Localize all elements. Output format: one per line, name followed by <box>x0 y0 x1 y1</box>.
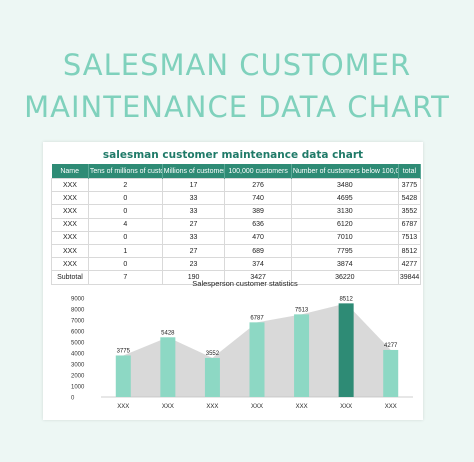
page-title: SALESMAN CUSTOMER MAINTENANCE DATA CHART <box>0 44 474 128</box>
table-body: XXX 2 17 276 3480 3775 XXX 0 33 740 4695 5428 XXX 0 33… <box>51 177 422 285</box>
x-tick-label: XXX <box>117 404 129 410</box>
subtotal-row: Subtotal 7 190 3427 36220 39844 <box>51 270 422 285</box>
x-tick-label: XXX <box>296 404 308 410</box>
column-header[interactable]: Number of customers below 100,000 <box>291 164 399 179</box>
bar[interactable] <box>115 355 131 397</box>
bar[interactable] <box>294 314 310 397</box>
bar[interactable] <box>160 337 176 397</box>
column-header[interactable]: Millions of customers <box>162 164 226 179</box>
table-cell[interactable]: 3427 <box>224 270 292 285</box>
bar[interactable] <box>204 357 220 397</box>
page-title-line-2: MAINTENANCE DATA CHART <box>24 90 450 124</box>
y-tick-label: 8000 <box>71 308 85 314</box>
table-row: XXX 0 23 374 3874 4277 <box>51 257 422 272</box>
table-cell[interactable]: 39844 <box>397 270 422 285</box>
data-label: 5428 <box>161 330 175 336</box>
column-header[interactable]: Tens of millions of customers <box>88 164 163 179</box>
column-header[interactable]: total <box>398 164 422 179</box>
spreadsheet-card: salesman customer maintenance data chart… <box>43 142 423 420</box>
y-tick-label: 4000 <box>71 352 85 358</box>
column-header[interactable]: Name <box>51 164 89 179</box>
data-label: 3775 <box>117 348 131 354</box>
data-label: 7513 <box>295 307 309 313</box>
data-label: 8512 <box>339 296 353 302</box>
x-tick-label: XXX <box>206 404 218 410</box>
table-row: XXX 1 27 689 7795 8512 <box>51 243 422 259</box>
chart-title: Salesperson customer statistics <box>192 279 298 288</box>
table-cell[interactable]: Subtotal <box>51 270 89 285</box>
x-tick-label: XXX <box>251 404 263 410</box>
table-row: XXX 0 33 389 3130 3552 <box>51 204 422 219</box>
x-tick-label: XXX <box>385 404 397 410</box>
y-tick-label: 7000 <box>71 319 85 325</box>
sheet-title: salesman customer maintenance data chart <box>102 149 364 161</box>
y-tick-label: 5000 <box>71 341 85 347</box>
page-title-line-1: SALESMAN CUSTOMER <box>62 48 412 82</box>
bar-chart: Salesperson customer statistics 0 1000 200… <box>71 279 413 410</box>
data-label: 3552 <box>206 351 220 357</box>
table-cell[interactable]: 36220 <box>290 270 399 285</box>
x-tick-label: XXX <box>340 404 352 410</box>
bar[interactable] <box>383 349 399 397</box>
y-tick-label: 6000 <box>71 330 85 336</box>
data-label: 6787 <box>250 315 264 321</box>
y-tick-label: 2000 <box>71 374 85 380</box>
x-tick-label: XXX <box>162 404 174 410</box>
table-row: XXX 2 17 276 3480 3775 <box>51 177 422 193</box>
column-header[interactable]: 100,000 customers <box>224 164 292 179</box>
y-tick-label: 3000 <box>71 363 85 369</box>
data-label: 4277 <box>384 343 398 349</box>
y-tick-label: 9000 <box>71 297 85 303</box>
bar[interactable] <box>338 303 354 397</box>
table-cell[interactable]: 7 <box>87 270 163 285</box>
chart-area: Salesperson customer statistics 0 1000 200… <box>43 142 423 420</box>
y-tick-label: 0 <box>71 396 75 402</box>
bar[interactable] <box>249 322 265 397</box>
y-tick-label: 1000 <box>71 385 85 391</box>
